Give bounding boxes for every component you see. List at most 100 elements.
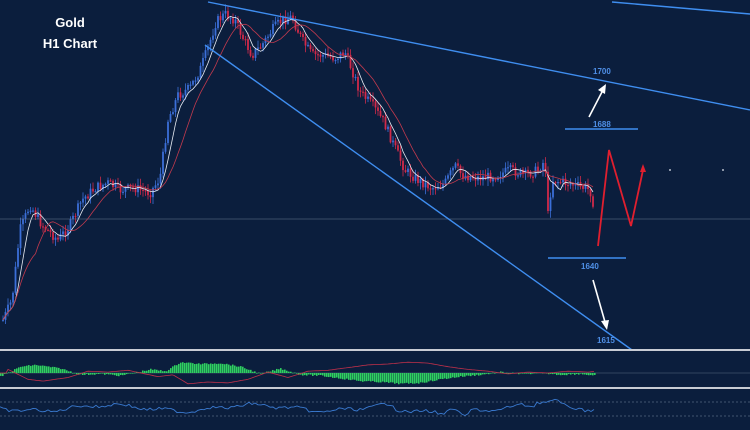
- histogram-bar: [376, 373, 378, 383]
- histogram-bar: [312, 373, 314, 376]
- candle-body: [579, 181, 582, 186]
- candle-body: [279, 19, 282, 24]
- histogram-bar: [120, 373, 122, 375]
- candle-body: [237, 19, 239, 23]
- chart-title: Gold: [55, 15, 85, 30]
- candle-body: [359, 90, 362, 92]
- histogram-bar: [304, 373, 306, 376]
- histogram-bar: [190, 362, 192, 373]
- histogram-bar: [156, 369, 158, 373]
- candle-body: [79, 202, 82, 204]
- histogram-bar: [326, 373, 328, 377]
- candle-body: [167, 121, 169, 144]
- histogram-bar: [418, 373, 420, 384]
- panel-separator: [0, 387, 750, 389]
- candle-body: [27, 211, 29, 214]
- histogram-bar: [370, 373, 372, 382]
- histogram-bar: [254, 371, 256, 373]
- candle-body: [469, 176, 472, 181]
- candle-body: [582, 185, 584, 189]
- histogram-bar: [320, 373, 322, 376]
- candle-body: [7, 304, 9, 312]
- candle-body: [577, 181, 579, 184]
- down-arrow-head: [601, 320, 609, 330]
- candle-body: [314, 51, 317, 55]
- histogram-bar: [412, 373, 414, 384]
- histogram-bar: [576, 373, 578, 375]
- histogram-bar: [60, 369, 62, 373]
- histogram-bar: [460, 373, 462, 377]
- histogram-bar: [158, 370, 160, 373]
- candle-body: [474, 178, 477, 181]
- histogram-bar: [244, 368, 246, 373]
- histogram-bar: [232, 364, 234, 373]
- candle-body: [462, 173, 464, 179]
- candle-body: [437, 187, 439, 190]
- candle-body: [339, 52, 342, 59]
- histogram-bar: [234, 365, 236, 373]
- histogram-bar: [488, 373, 490, 375]
- histogram-bar: [394, 373, 396, 384]
- candle-body: [467, 175, 469, 181]
- candle-body: [217, 16, 219, 29]
- marker-dot: [669, 169, 671, 171]
- histogram-bar: [32, 365, 34, 373]
- candle-body: [364, 91, 367, 99]
- candle-body: [174, 100, 177, 113]
- candle-body: [9, 302, 12, 305]
- histogram-bar: [592, 373, 594, 376]
- histogram-bar: [116, 373, 118, 376]
- candle-body: [312, 49, 314, 52]
- histogram-bar: [396, 373, 398, 384]
- histogram-bar: [222, 363, 224, 373]
- histogram-bar: [444, 373, 446, 379]
- histogram-bar: [16, 368, 18, 373]
- candle-body: [214, 28, 217, 36]
- candle-body: [532, 176, 534, 178]
- histogram-bar: [188, 362, 190, 373]
- candle-body: [147, 190, 149, 196]
- candle-body: [49, 230, 52, 233]
- candle-body: [497, 177, 499, 180]
- histogram-bar: [284, 369, 286, 373]
- histogram-bar: [342, 373, 344, 380]
- candle-body: [559, 181, 562, 184]
- candle-body: [219, 16, 222, 21]
- histogram-bar: [548, 373, 550, 375]
- histogram-bar: [130, 373, 132, 374]
- candle-body: [189, 84, 192, 86]
- histogram-bar: [340, 373, 342, 379]
- candle-body: [142, 189, 144, 192]
- candle-body: [29, 210, 32, 212]
- candle-body: [432, 188, 434, 190]
- candle-body: [587, 185, 589, 190]
- histogram-bar: [224, 364, 226, 373]
- candle-body: [329, 55, 332, 58]
- trendlines: [0, 1, 750, 351]
- candle-body: [512, 165, 514, 168]
- histogram-bar: [588, 373, 590, 376]
- candle-body: [149, 195, 152, 198]
- histogram-bar: [464, 373, 466, 377]
- histogram-bar: [122, 373, 124, 376]
- candle-body: [304, 37, 307, 46]
- candle-body: [454, 163, 457, 168]
- candle-body: [282, 16, 284, 24]
- candle-body: [357, 76, 359, 91]
- histogram-bar: [426, 373, 428, 383]
- candle-body: [514, 167, 517, 176]
- histogram-bar: [500, 371, 502, 373]
- histogram-bar: [228, 364, 230, 373]
- candle-body: [272, 24, 274, 34]
- candle-body: [569, 184, 572, 186]
- histogram-bar: [118, 373, 120, 377]
- histogram-bar: [324, 373, 326, 377]
- histogram-bar: [160, 370, 162, 373]
- candle-body: [332, 56, 334, 61]
- histogram-bar: [68, 371, 70, 373]
- histogram-bar: [132, 373, 134, 374]
- candle-body: [97, 182, 99, 192]
- histogram-bar: [368, 373, 370, 381]
- histogram-bar: [206, 363, 208, 373]
- candle-body: [124, 187, 127, 192]
